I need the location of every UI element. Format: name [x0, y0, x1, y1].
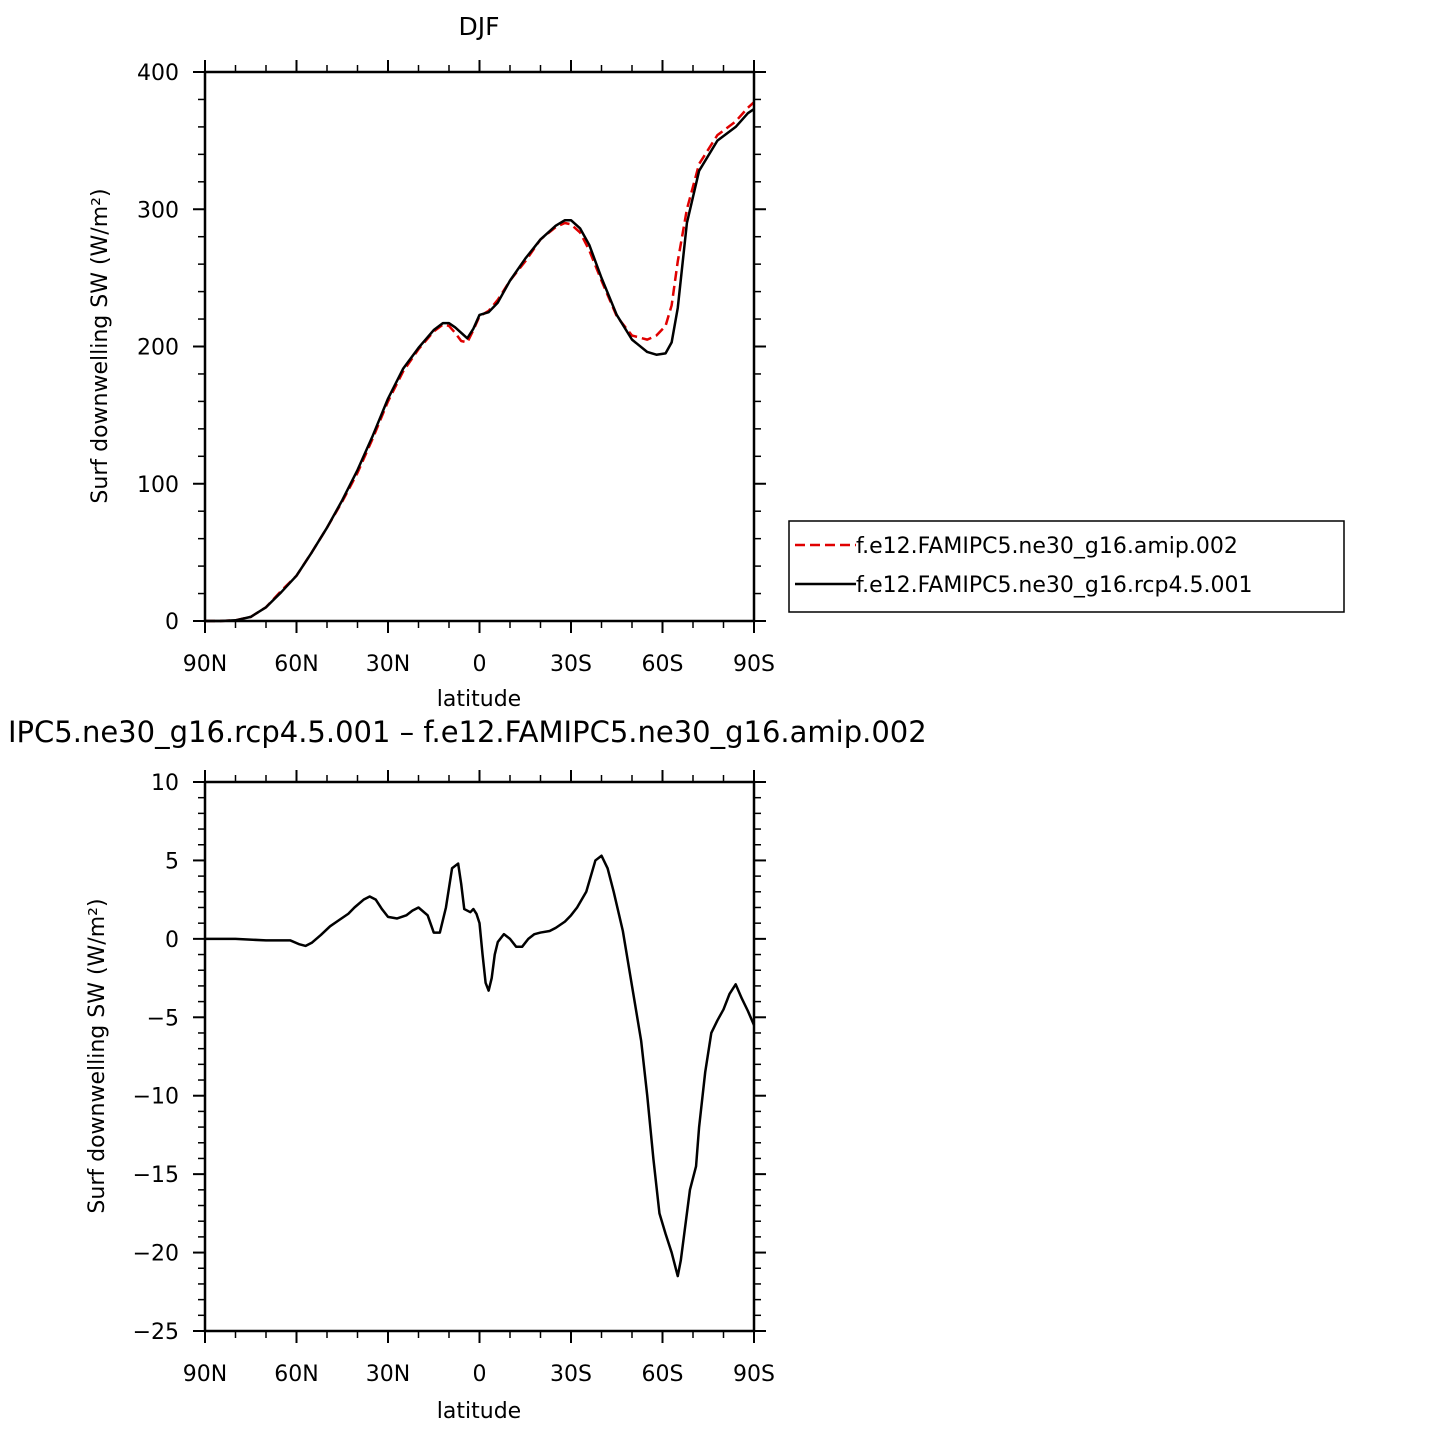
- bottom-x-axis-ticks: 90N 60N 30N 0 30S 60S 90S: [183, 770, 775, 1387]
- legend-box: [788, 520, 1345, 613]
- legend-label-amip: f.e12.FAMIPC5.ne30_g16.amip.002: [856, 534, 1238, 559]
- top-y-tick-label: 200: [137, 336, 179, 361]
- bottom-y-tick-label: 5: [165, 849, 179, 874]
- bottom-x-tick-label: 60N: [274, 1362, 318, 1387]
- bottom-y-tick-label: 0: [165, 928, 179, 953]
- bottom-y-tick-label: −15: [133, 1163, 179, 1188]
- top-y-tick-label: 300: [137, 198, 179, 223]
- top-x-axis-ticks: 90N 60N 30N 0 30S 60S 90S: [183, 60, 775, 677]
- top-plot-frame: [203, 70, 756, 623]
- bottom-y-tick-label: −5: [147, 1006, 179, 1031]
- bottom-x-tick-label: 90N: [183, 1362, 227, 1387]
- top-x-tick-label: 30N: [366, 652, 410, 677]
- top-panel: DJF 90N 60N 30N 0 30S 60S 90S 0 100 200 300 400 la…: [88, 12, 1345, 712]
- top-y-tick-label: 0: [165, 610, 179, 635]
- bottom-x-tick-label: 90S: [733, 1362, 775, 1387]
- bottom-y-axis-label: Surf downwelling SW (W/m²): [85, 898, 110, 1213]
- bottom-y-axis-ticks: 10 5 0 −5 −10 −15 −20 −25: [133, 771, 766, 1345]
- legend-label-rcp: f.e12.FAMIPC5.ne30_g16.rcp4.5.001: [856, 573, 1252, 598]
- bottom-y-tick-label: 10: [151, 771, 179, 796]
- bottom-x-axis-label: latitude: [437, 1399, 521, 1424]
- top-y-tick-label: 100: [137, 473, 179, 498]
- bottom-y-tick-label: −20: [133, 1242, 179, 1267]
- bottom-plot-frame: [203, 780, 756, 1333]
- top-x-tick-label: 60S: [642, 652, 684, 677]
- top-chart-title: DJF: [458, 12, 499, 41]
- top-series-line-rcp: [205, 108, 755, 623]
- top-x-tick-label: 90S: [733, 652, 775, 677]
- bottom-x-tick-label: 0: [473, 1362, 487, 1387]
- top-x-tick-label: 60N: [274, 652, 318, 677]
- top-x-tick-label: 0: [473, 652, 487, 677]
- bottom-y-tick-label: −25: [133, 1320, 179, 1345]
- bottom-x-tick-label: 30S: [550, 1362, 592, 1387]
- bottom-series-lines: [205, 854, 756, 1278]
- top-series-line-amip: [205, 101, 755, 623]
- bottom-x-tick-label: 30N: [366, 1362, 410, 1387]
- bottom-chart-title: IPC5.ne30_g16.rcp4.5.001 – f.e12.FAMIPC5…: [8, 715, 927, 749]
- top-y-axis-label: Surf downwelling SW (W/m²): [88, 188, 113, 503]
- top-x-tick-label: 30S: [550, 652, 592, 677]
- top-x-tick-label: 90N: [183, 652, 227, 677]
- top-y-tick-label: 400: [137, 61, 179, 86]
- top-y-axis-ticks: 0 100 200 300 400: [137, 61, 766, 635]
- legend: f.e12.FAMIPC5.ne30_g16.amip.002 f.e12.FA…: [788, 520, 1345, 613]
- bottom-x-tick-label: 60S: [642, 1362, 684, 1387]
- top-x-axis-label: latitude: [437, 687, 521, 712]
- top-series-lines: [205, 101, 755, 623]
- bottom-y-tick-label: −10: [133, 1085, 179, 1110]
- bottom-series-line-rcp: [205, 854, 756, 1278]
- bottom-panel: IPC5.ne30_g16.rcp4.5.001 – f.e12.FAMIPC5…: [8, 715, 927, 1424]
